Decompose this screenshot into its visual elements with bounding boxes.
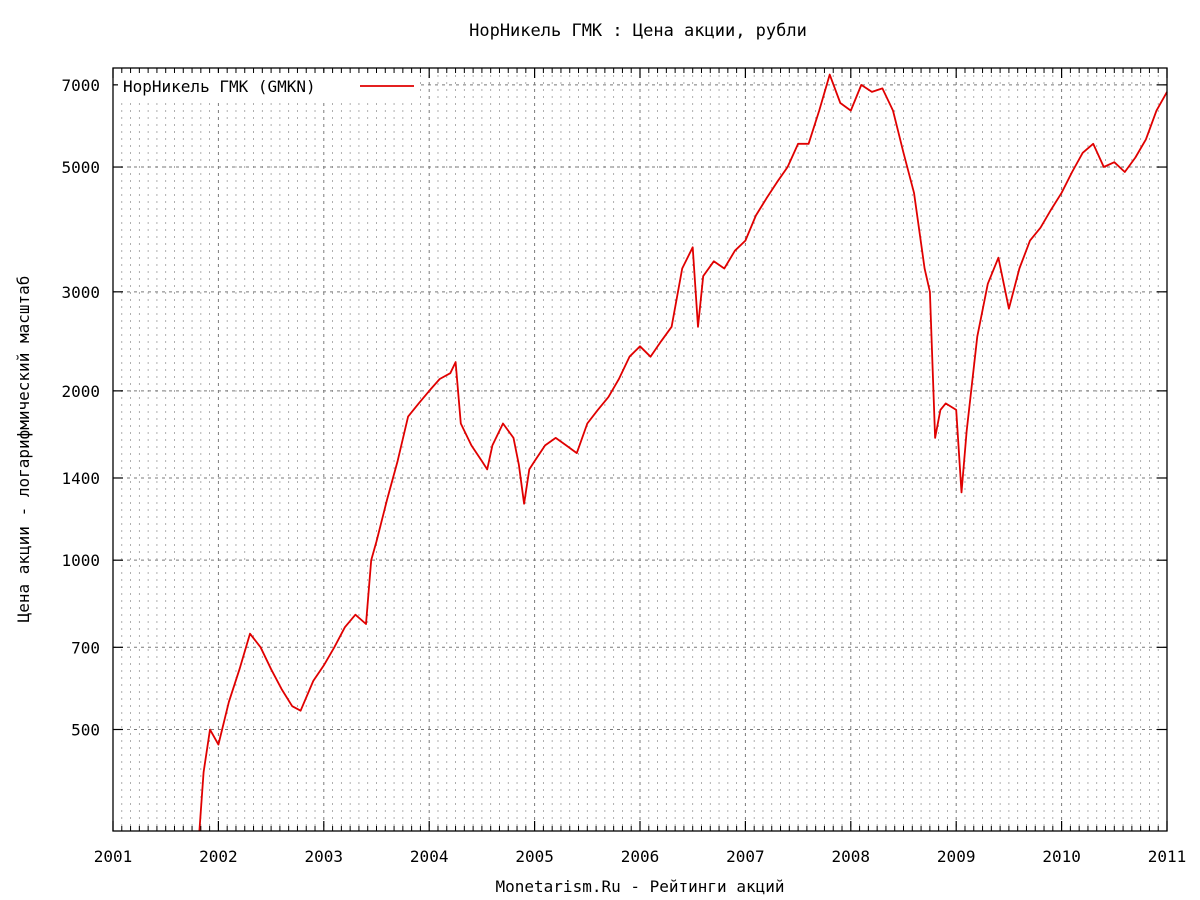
legend-label: НорНикель ГМК (GMKN) (123, 77, 316, 96)
y-tick-label: 700 (71, 638, 100, 657)
y-tick-labels: 500 700 1000 1400 2000 3000 5000 7000 (61, 76, 100, 740)
chart-title: НорНикель ГМК : Цена акции, рубли (469, 21, 807, 41)
series-layer (198, 73, 1168, 832)
y-tick-label: 5000 (61, 158, 100, 177)
legend: НорНикель ГМК (GMKN) (118, 73, 418, 99)
x-tick-label: 2003 (305, 847, 344, 866)
y-axis-label: Цена акции - логарифмический масштаб (14, 276, 33, 623)
x-axis-label: Monetarism.Ru - Рейтинги акций (496, 877, 785, 896)
x-tick-label: 2011 (1148, 847, 1187, 866)
x-tick-labels: 2001 2002 2003 2004 2005 2006 2007 2008 2009 2010… (94, 847, 1187, 866)
x-tick-label: 2010 (1042, 847, 1081, 866)
x-tick-label: 2008 (832, 847, 871, 866)
y-tick-label: 500 (71, 721, 100, 740)
x-tick-label: 2007 (726, 847, 765, 866)
series-line (198, 73, 1168, 832)
y-tick-label: 1400 (61, 469, 100, 488)
grid (112, 68, 1168, 831)
y-tick-label: 1000 (61, 551, 100, 570)
x-tick-label: 2006 (621, 847, 660, 866)
x-tick-label: 2009 (937, 847, 976, 866)
ticks (112, 68, 1168, 831)
y-tick-label: 7000 (61, 76, 100, 95)
x-tick-label: 2005 (515, 847, 554, 866)
x-tick-label: 2004 (410, 847, 449, 866)
x-tick-label: 2002 (199, 847, 238, 866)
y-tick-label: 2000 (61, 382, 100, 401)
x-tick-label: 2001 (94, 847, 133, 866)
y-tick-label: 3000 (61, 283, 100, 302)
